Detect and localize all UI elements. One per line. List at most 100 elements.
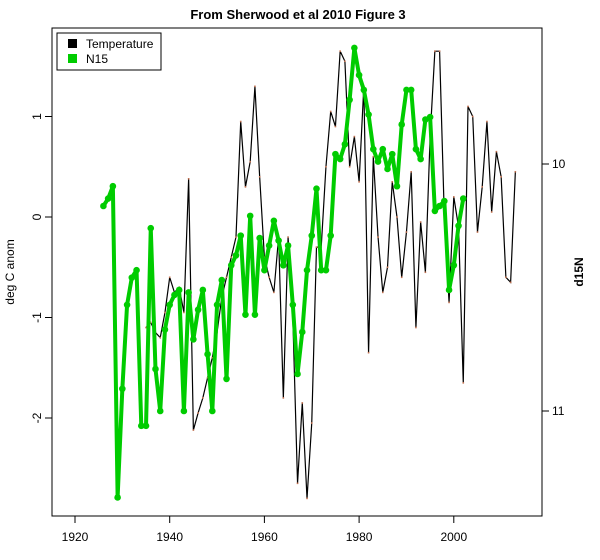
x-tick-label: 1940	[156, 530, 183, 544]
temperature-point	[505, 276, 507, 279]
n15-point	[213, 301, 221, 309]
y-axis-left: -2 -1 0 1	[30, 113, 52, 423]
temperature-point	[377, 236, 379, 238]
temperature-point	[495, 150, 498, 153]
n15-point	[180, 407, 188, 415]
temperature-point	[211, 356, 214, 359]
n15-point	[436, 202, 443, 210]
n15-point	[161, 326, 169, 333]
n15-point	[379, 145, 387, 153]
n15-point	[114, 494, 121, 501]
temperature-point	[287, 236, 289, 238]
temperature-point	[168, 276, 171, 279]
legend-swatch-temperature	[68, 39, 77, 48]
n15-point	[327, 232, 334, 239]
n15-point	[459, 195, 467, 202]
y-tick-label: -1	[30, 312, 44, 323]
series-temperature	[145, 50, 517, 500]
temperature-point	[348, 165, 351, 168]
temperature-point	[192, 429, 195, 431]
temperature-point	[149, 321, 152, 324]
n15-point	[119, 385, 126, 393]
n15-line	[101, 45, 466, 500]
temperature-point	[391, 181, 394, 183]
temperature-point	[434, 50, 436, 52]
n15-point	[152, 365, 159, 373]
temperature-point	[339, 50, 341, 52]
temperature-point	[419, 221, 422, 223]
n15-point	[455, 222, 462, 230]
n15-point	[123, 301, 131, 309]
temperature-point	[183, 311, 185, 314]
n15-point	[289, 301, 297, 309]
n15-point	[237, 232, 245, 239]
n15-point	[450, 261, 458, 269]
n15-point	[251, 311, 259, 318]
n15-point	[133, 266, 140, 274]
temperature-point	[334, 125, 337, 128]
temperature-point	[358, 181, 360, 183]
n15-point	[298, 328, 306, 336]
temperature-point	[254, 85, 256, 88]
n15-point	[374, 158, 382, 165]
temperature-point	[268, 276, 270, 279]
temperature-point	[329, 110, 332, 113]
y-axis-right: 10 11	[542, 157, 566, 418]
n15-point	[407, 86, 415, 94]
chart-title: From Sherwood et al 2010 Figure 3	[190, 7, 405, 22]
plot-frame	[51, 27, 543, 517]
n15-point	[171, 291, 178, 299]
temperature-point	[471, 115, 474, 118]
n15-point	[265, 242, 273, 249]
n15-point	[294, 370, 301, 378]
n15-point	[360, 86, 368, 94]
temperature-line	[145, 50, 516, 499]
temperature-point	[235, 236, 237, 238]
n15-point	[209, 407, 216, 415]
temperature-point	[410, 170, 412, 173]
y-axis-label: deg C anom	[3, 239, 17, 304]
x-tick-label: 1980	[346, 530, 373, 544]
temperature-point	[273, 291, 275, 294]
temperature-point	[258, 176, 261, 178]
temperature-point	[306, 497, 308, 500]
temperature-point	[315, 246, 318, 248]
temperature-point	[301, 402, 304, 404]
n15-point	[355, 71, 363, 79]
legend-label-n15: N15	[86, 52, 108, 66]
n15-point	[336, 155, 344, 163]
n15-point	[303, 266, 311, 274]
temperature-point	[164, 311, 166, 314]
temperature-point	[202, 397, 204, 399]
legend: Temperature N15	[56, 32, 162, 71]
legend-label-temperature: Temperature	[86, 37, 154, 51]
temperature-point	[197, 412, 199, 414]
temperature-point	[344, 60, 346, 63]
n15-point	[104, 195, 112, 202]
n15-point	[223, 375, 230, 383]
n15-point	[227, 261, 235, 269]
n15-point	[275, 237, 282, 244]
n15-point	[445, 286, 453, 294]
n15-point	[242, 311, 249, 318]
temperature-point	[249, 160, 251, 163]
series-n15	[100, 44, 467, 501]
n15-point	[431, 207, 439, 215]
n15-point	[317, 266, 325, 274]
x-tick-label: 1920	[62, 530, 89, 544]
temperature-point	[187, 178, 190, 180]
n15-point	[256, 234, 263, 242]
n15-point	[246, 212, 254, 220]
n15-point	[308, 232, 316, 239]
temperature-point	[145, 326, 147, 329]
temperature-point	[424, 271, 427, 274]
n15-point	[261, 266, 268, 274]
n15-point	[388, 150, 396, 158]
n15-point	[128, 274, 136, 281]
temperature-point	[448, 301, 450, 304]
n15-point	[280, 261, 287, 269]
temperature-point	[325, 165, 327, 168]
n15-point	[412, 145, 420, 153]
